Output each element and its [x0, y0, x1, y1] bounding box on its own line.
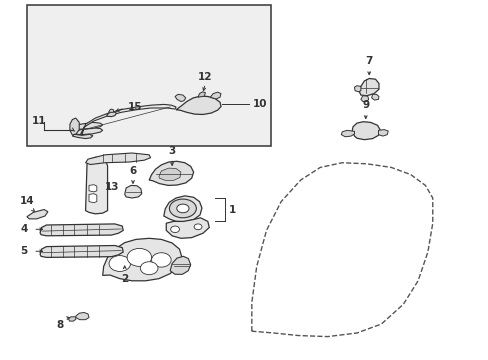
Polygon shape: [170, 256, 190, 274]
Ellipse shape: [194, 224, 202, 230]
Text: 10: 10: [253, 99, 267, 109]
Text: 9: 9: [362, 100, 368, 110]
Polygon shape: [359, 78, 378, 96]
Polygon shape: [76, 312, 89, 320]
Ellipse shape: [109, 256, 130, 271]
Ellipse shape: [140, 262, 158, 275]
Polygon shape: [166, 218, 209, 238]
Polygon shape: [378, 130, 387, 136]
Text: 6: 6: [129, 166, 136, 176]
Polygon shape: [198, 92, 205, 97]
Polygon shape: [74, 128, 102, 135]
Polygon shape: [68, 317, 76, 321]
Text: 5: 5: [20, 246, 28, 256]
Ellipse shape: [169, 199, 196, 218]
Text: 3: 3: [168, 145, 175, 156]
Polygon shape: [175, 94, 185, 102]
Polygon shape: [89, 194, 97, 203]
Polygon shape: [74, 122, 102, 129]
Polygon shape: [149, 161, 193, 185]
Polygon shape: [85, 153, 150, 165]
Polygon shape: [70, 118, 79, 135]
Text: 14: 14: [20, 196, 34, 206]
Polygon shape: [360, 96, 368, 102]
Polygon shape: [210, 92, 221, 99]
Polygon shape: [81, 104, 176, 134]
Ellipse shape: [170, 226, 179, 233]
Bar: [27, 5, 271, 146]
Text: 11: 11: [32, 116, 46, 126]
Polygon shape: [108, 109, 113, 112]
Polygon shape: [371, 94, 378, 100]
Text: 7: 7: [365, 56, 372, 66]
Polygon shape: [27, 210, 48, 219]
Polygon shape: [124, 185, 142, 198]
Polygon shape: [159, 168, 181, 180]
Polygon shape: [72, 134, 93, 139]
Ellipse shape: [176, 204, 188, 213]
Polygon shape: [354, 86, 360, 92]
Text: 1: 1: [228, 204, 236, 215]
Polygon shape: [163, 196, 202, 222]
Ellipse shape: [151, 253, 171, 267]
Polygon shape: [40, 246, 123, 257]
Polygon shape: [102, 238, 182, 281]
Polygon shape: [85, 157, 107, 214]
Text: 12: 12: [198, 72, 212, 82]
Polygon shape: [106, 112, 116, 117]
Text: 13: 13: [105, 182, 120, 192]
Polygon shape: [351, 122, 380, 140]
Polygon shape: [341, 130, 354, 137]
Text: 2: 2: [121, 274, 128, 284]
Text: 4: 4: [20, 224, 28, 234]
Text: 15: 15: [128, 102, 142, 112]
Polygon shape: [89, 185, 97, 192]
Text: 8: 8: [56, 320, 63, 330]
Ellipse shape: [127, 248, 151, 266]
Polygon shape: [176, 96, 221, 114]
Polygon shape: [40, 224, 123, 236]
